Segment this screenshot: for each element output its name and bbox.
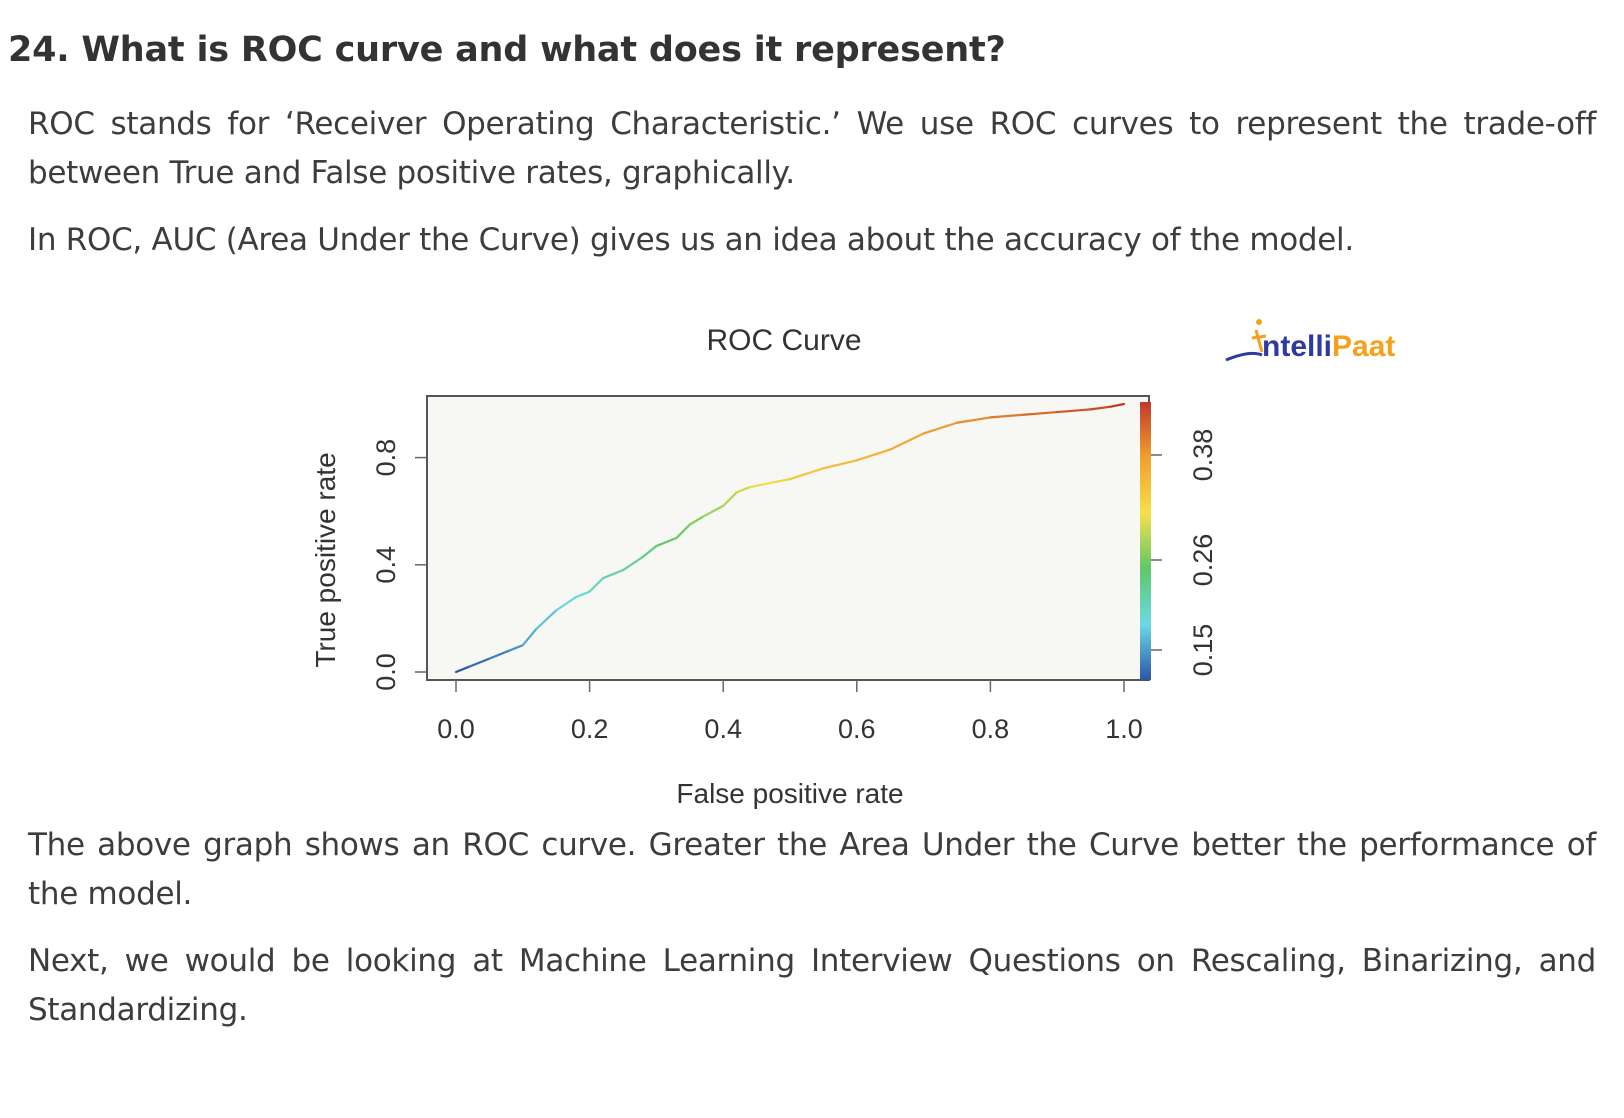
x-axis-label: False positive rate: [676, 778, 903, 809]
chart-title: ROC Curve: [706, 324, 861, 357]
x-tick-label: 0.4: [704, 714, 742, 744]
roc-curve-segment: [535, 609, 558, 631]
intellipaat-logo: ntelliPaat: [1225, 319, 1395, 363]
plot-area: [426, 395, 1150, 681]
roc-curve-segment: [621, 555, 645, 572]
x-tick-label: 0.6: [838, 714, 876, 744]
roc-curve-segment: [1022, 410, 1059, 416]
x-axis: 0.0 0.2 0.4 0.6 0.8 1.0: [437, 680, 1143, 744]
paragraph-auc: In ROC, AUC (Area Under the Curve) gives…: [28, 222, 1354, 258]
roc-curve-segment: [521, 628, 538, 647]
roc-curve-segment: [775, 477, 792, 483]
y-tick-label: 0.4: [371, 546, 401, 584]
x-tick-label: 0.0: [437, 714, 475, 744]
roc-curve-segment: [702, 504, 725, 518]
paragraph-next-topic: Next, we would be looking at Machine Lea…: [28, 943, 1596, 1028]
svg-text:ntelliPaat: ntelliPaat: [1262, 330, 1395, 363]
roc-curve-segment: [822, 459, 858, 470]
x-tick-label: 0.2: [571, 714, 609, 744]
roc-curve-segment: [855, 448, 892, 462]
roc-curve-segment: [675, 523, 691, 540]
colorbar: [1140, 402, 1151, 680]
roc-curve-series: [454, 402, 1126, 674]
roc-curve-segment: [889, 432, 925, 451]
roc-curve-segment: [555, 595, 578, 612]
roc-curve-segment: [735, 485, 752, 494]
roc-curve-segment: [748, 483, 765, 489]
roc-curve-segment: [468, 657, 491, 668]
logo-text-intelli: ntelli: [1262, 330, 1332, 363]
roc-curve-segment: [989, 413, 1025, 419]
paragraph-graph-explanation: The above graph shows an ROC curve. Grea…: [28, 827, 1596, 912]
roc-curve-segment: [922, 421, 959, 435]
roc-curve-segment: [488, 649, 511, 660]
question-heading: 24. What is ROC curve and what does it r…: [8, 30, 1006, 70]
x-tick-label: 0.8: [972, 714, 1010, 744]
y-tick-label: 0.8: [371, 439, 401, 477]
logo-text-paat: Paat: [1332, 330, 1395, 363]
roc-curve-segment: [655, 536, 678, 548]
colorbar-tick-label: 0.26: [1188, 534, 1218, 587]
roc-curve-segment: [454, 665, 471, 674]
roc-curve-segment: [1056, 408, 1092, 414]
y-tick-label: 0.0: [371, 653, 401, 691]
colorbar-tick-label: 0.15: [1188, 624, 1218, 677]
colorbar-tick-label: 0.38: [1188, 429, 1218, 482]
colorbar-axis: 0.15 0.26 0.38: [1151, 429, 1218, 677]
roc-curve-segment: [955, 416, 992, 424]
roc-curve-segment: [722, 491, 738, 507]
roc-curve-segment: [641, 544, 658, 558]
roc-curve-segment: [1089, 405, 1112, 411]
y-axis-label: True positive rate: [310, 452, 341, 667]
roc-curve-segment: [788, 467, 825, 481]
roc-curve-segment: [575, 590, 591, 599]
roc-curve-segment: [601, 569, 625, 580]
roc-curve-segment: [688, 515, 705, 526]
y-axis: 0.0 0.4 0.8: [371, 439, 427, 691]
paragraph-roc-definition: ROC stands for ‘Receiver Operating Chara…: [28, 106, 1596, 191]
roc-curve-segment: [508, 644, 524, 652]
roc-curve-segment: [762, 480, 778, 486]
roc-curve-segment: [588, 577, 605, 593]
x-tick-label: 1.0: [1105, 714, 1143, 744]
roc-curve-segment: [1109, 402, 1126, 408]
